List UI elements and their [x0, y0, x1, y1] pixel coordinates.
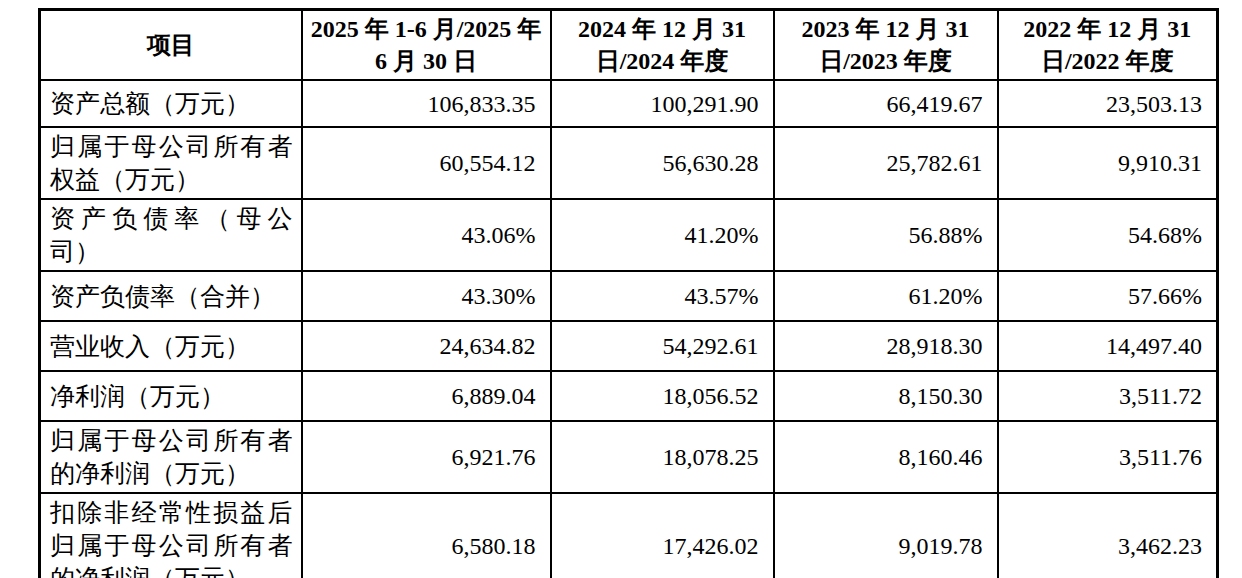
column-header-2025h1: 2025 年 1-6 月/2025 年 6 月 30 日 [302, 10, 551, 81]
cell-value: 6,921.76 [302, 421, 551, 493]
cell-value: 3,462.23 [998, 493, 1218, 578]
cell-value: 9,910.31 [998, 127, 1218, 199]
table-row-debt-ratio-parent: 资产负债率（母公司） 43.06% 41.20% 56.88% 54.68% [40, 199, 1218, 271]
column-header-2022: 2022 年 12 月 31 日/2022 年度 [998, 10, 1218, 81]
column-header-item: 项目 [40, 10, 302, 81]
cell-value: 66,419.67 [774, 80, 998, 127]
column-header-2024: 2024 年 12 月 31 日/2024 年度 [551, 10, 774, 81]
cell-value: 56,630.28 [551, 127, 774, 199]
cell-value: 18,078.25 [551, 421, 774, 493]
cell-value: 3,511.76 [998, 421, 1218, 493]
cell-value: 18,056.52 [551, 371, 774, 421]
cell-value: 8,150.30 [774, 371, 998, 421]
cell-value: 54,292.61 [551, 321, 774, 371]
table-row-total-assets: 资产总额（万元） 106,833.35 100,291.90 66,419.67… [40, 80, 1218, 127]
financial-summary-table: 项目 2025 年 1-6 月/2025 年 6 月 30 日 2024 年 1… [38, 8, 1219, 578]
row-label: 营业收入（万元） [40, 321, 302, 371]
cell-value: 57.66% [998, 271, 1218, 321]
table-header-row: 项目 2025 年 1-6 月/2025 年 6 月 30 日 2024 年 1… [40, 10, 1218, 81]
table-row-net-profit-deducted: 扣除非经常性损益后归属于母公司所有者的净利润（万元） 6,580.18 17,4… [40, 493, 1218, 578]
cell-value: 56.88% [774, 199, 998, 271]
cell-value: 14,497.40 [998, 321, 1218, 371]
cell-value: 43.30% [302, 271, 551, 321]
cell-value: 43.57% [551, 271, 774, 321]
cell-value: 25,782.61 [774, 127, 998, 199]
cell-value: 100,291.90 [551, 80, 774, 127]
row-label: 净利润（万元） [40, 371, 302, 421]
table-row-net-profit: 净利润（万元） 6,889.04 18,056.52 8,150.30 3,51… [40, 371, 1218, 421]
cell-value: 41.20% [551, 199, 774, 271]
table-row-debt-ratio-consolidated: 资产负债率（合并） 43.30% 43.57% 61.20% 57.66% [40, 271, 1218, 321]
cell-value: 3,511.72 [998, 371, 1218, 421]
row-label: 扣除非经常性损益后归属于母公司所有者的净利润（万元） [40, 493, 302, 578]
table-row-net-profit-parent: 归属于母公司所有者的净利润（万元） 6,921.76 18,078.25 8,1… [40, 421, 1218, 493]
cell-value: 9,019.78 [774, 493, 998, 578]
row-label: 资产负债率（母公司） [40, 199, 302, 271]
cell-value: 8,160.46 [774, 421, 998, 493]
document-page: 项目 2025 年 1-6 月/2025 年 6 月 30 日 2024 年 1… [0, 0, 1242, 578]
cell-value: 28,918.30 [774, 321, 998, 371]
cell-value: 6,580.18 [302, 493, 551, 578]
row-label: 资产总额（万元） [40, 80, 302, 127]
row-label: 归属于母公司所有者权益（万元） [40, 127, 302, 199]
cell-value: 23,503.13 [998, 80, 1218, 127]
cell-value: 61.20% [774, 271, 998, 321]
cell-value: 106,833.35 [302, 80, 551, 127]
table-row-operating-revenue: 营业收入（万元） 24,634.82 54,292.61 28,918.30 1… [40, 321, 1218, 371]
column-header-2023: 2023 年 12 月 31 日/2023 年度 [774, 10, 998, 81]
cell-value: 60,554.12 [302, 127, 551, 199]
row-label: 归属于母公司所有者的净利润（万元） [40, 421, 302, 493]
table-row-parent-equity: 归属于母公司所有者权益（万元） 60,554.12 56,630.28 25,7… [40, 127, 1218, 199]
cell-value: 17,426.02 [551, 493, 774, 578]
cell-value: 24,634.82 [302, 321, 551, 371]
row-label: 资产负债率（合并） [40, 271, 302, 321]
cell-value: 6,889.04 [302, 371, 551, 421]
cell-value: 43.06% [302, 199, 551, 271]
cell-value: 54.68% [998, 199, 1218, 271]
